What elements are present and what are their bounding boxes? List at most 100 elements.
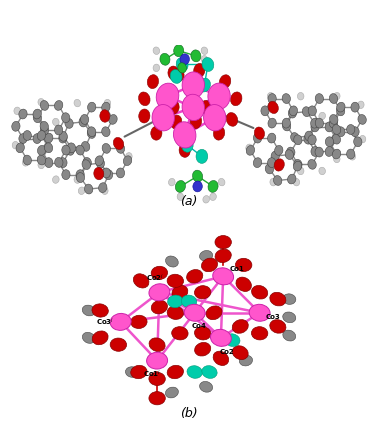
Ellipse shape (288, 108, 296, 118)
Ellipse shape (104, 99, 111, 107)
Ellipse shape (85, 184, 93, 194)
Ellipse shape (79, 117, 87, 127)
Text: Co4: Co4 (192, 323, 207, 330)
Ellipse shape (92, 304, 108, 317)
Ellipse shape (193, 181, 202, 192)
Ellipse shape (231, 92, 242, 106)
Ellipse shape (249, 304, 270, 321)
Ellipse shape (94, 167, 104, 180)
Ellipse shape (297, 167, 304, 175)
Ellipse shape (215, 235, 231, 249)
Ellipse shape (151, 300, 167, 314)
Ellipse shape (170, 115, 182, 129)
Ellipse shape (274, 159, 284, 171)
Ellipse shape (40, 125, 49, 135)
Ellipse shape (291, 133, 299, 142)
Ellipse shape (88, 102, 96, 112)
Ellipse shape (174, 122, 196, 148)
Ellipse shape (202, 365, 217, 378)
Ellipse shape (81, 115, 89, 124)
Ellipse shape (82, 160, 90, 170)
Ellipse shape (332, 134, 341, 144)
Ellipse shape (38, 161, 45, 169)
Ellipse shape (88, 127, 96, 137)
Ellipse shape (184, 304, 205, 321)
Ellipse shape (271, 151, 279, 161)
Ellipse shape (109, 115, 117, 124)
Ellipse shape (305, 131, 313, 141)
Ellipse shape (214, 126, 225, 140)
Ellipse shape (149, 372, 165, 386)
Ellipse shape (333, 155, 340, 163)
Ellipse shape (270, 179, 276, 186)
Ellipse shape (83, 157, 91, 167)
Ellipse shape (315, 118, 324, 128)
Ellipse shape (181, 295, 197, 308)
Ellipse shape (239, 355, 253, 366)
Ellipse shape (297, 93, 304, 100)
Ellipse shape (110, 338, 127, 351)
Ellipse shape (274, 145, 283, 155)
Ellipse shape (102, 102, 110, 112)
Ellipse shape (131, 365, 147, 378)
Ellipse shape (153, 64, 160, 72)
Ellipse shape (261, 106, 269, 116)
Ellipse shape (282, 93, 290, 104)
Ellipse shape (210, 193, 216, 200)
Ellipse shape (225, 334, 240, 346)
Ellipse shape (12, 141, 19, 149)
Ellipse shape (19, 109, 27, 119)
Ellipse shape (304, 134, 312, 144)
Ellipse shape (268, 133, 276, 143)
Ellipse shape (351, 127, 359, 137)
Ellipse shape (82, 305, 95, 316)
Ellipse shape (180, 54, 189, 65)
Ellipse shape (166, 387, 178, 398)
Ellipse shape (200, 381, 212, 392)
Ellipse shape (174, 45, 184, 57)
Ellipse shape (358, 115, 366, 124)
Ellipse shape (213, 268, 234, 285)
Ellipse shape (191, 50, 201, 62)
Ellipse shape (96, 158, 104, 168)
Ellipse shape (268, 158, 276, 168)
Ellipse shape (325, 122, 333, 132)
Ellipse shape (349, 153, 356, 160)
Ellipse shape (213, 351, 229, 365)
Ellipse shape (139, 109, 150, 123)
Ellipse shape (53, 176, 59, 183)
Ellipse shape (235, 258, 252, 272)
Ellipse shape (251, 327, 268, 340)
Ellipse shape (246, 146, 255, 155)
Ellipse shape (351, 102, 359, 112)
Ellipse shape (268, 93, 276, 104)
Ellipse shape (270, 292, 286, 306)
Ellipse shape (200, 250, 213, 261)
Ellipse shape (202, 58, 214, 72)
Ellipse shape (139, 92, 150, 106)
Ellipse shape (203, 196, 209, 203)
Ellipse shape (131, 315, 147, 328)
Ellipse shape (201, 47, 208, 54)
Ellipse shape (14, 107, 20, 115)
Ellipse shape (359, 136, 366, 143)
Ellipse shape (254, 127, 265, 139)
Ellipse shape (172, 327, 188, 340)
Ellipse shape (294, 135, 302, 145)
Text: Co2$^i$: Co2$^i$ (146, 273, 164, 284)
Ellipse shape (226, 112, 238, 126)
Ellipse shape (265, 164, 274, 174)
Ellipse shape (190, 115, 202, 129)
Ellipse shape (151, 126, 162, 140)
Ellipse shape (45, 133, 53, 143)
Ellipse shape (282, 118, 290, 128)
Ellipse shape (54, 101, 63, 110)
Text: Co2: Co2 (219, 349, 234, 354)
Ellipse shape (76, 170, 84, 180)
Ellipse shape (113, 137, 124, 149)
Ellipse shape (194, 64, 205, 77)
Ellipse shape (102, 187, 108, 195)
Ellipse shape (195, 327, 211, 340)
Ellipse shape (168, 101, 179, 115)
Ellipse shape (169, 179, 175, 186)
